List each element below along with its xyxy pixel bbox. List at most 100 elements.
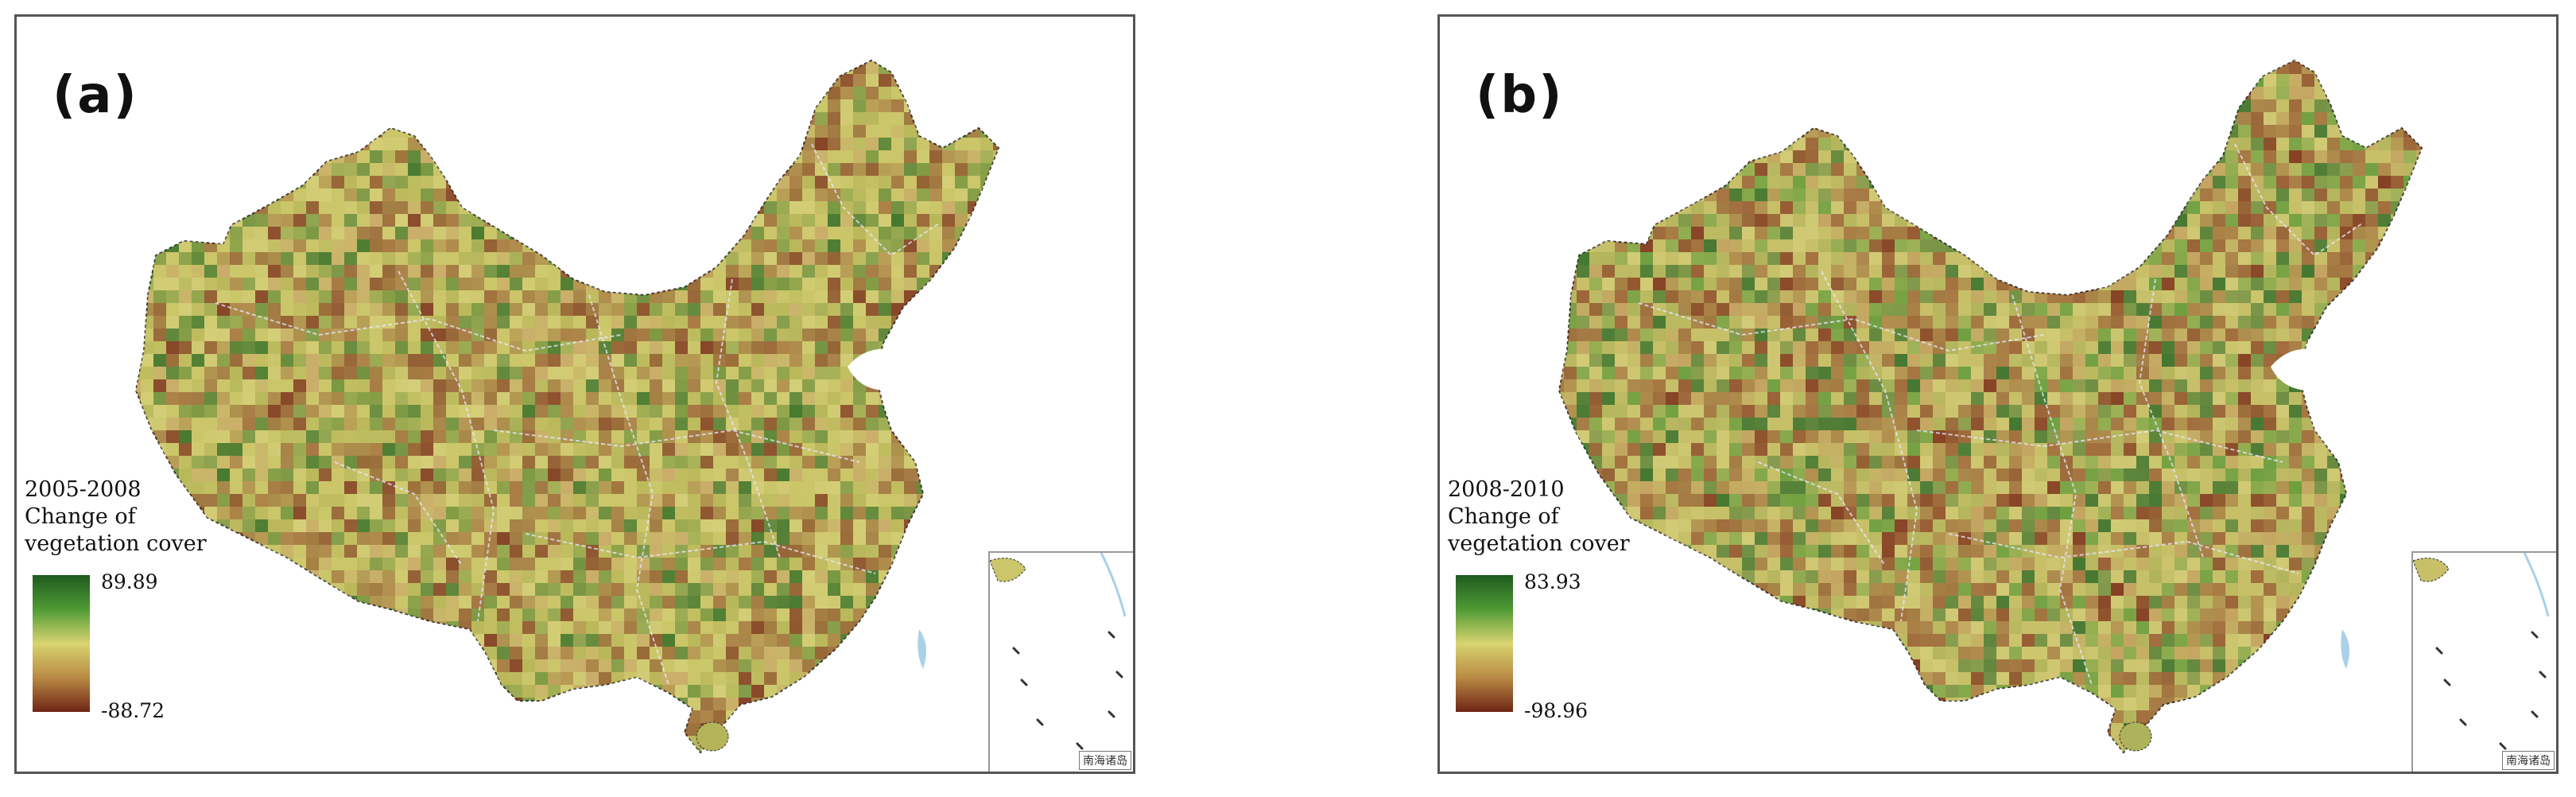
map-pixel [522,60,535,61]
map-pixel [700,354,713,367]
map-pixel [510,558,522,570]
map-pixel [1767,189,1780,201]
map-pixel [204,61,217,74]
map-pixel [421,558,433,570]
map-pixel [764,723,777,736]
map-pixel [2378,125,2391,138]
map-pixel [2098,201,2111,214]
map-pixel [1996,61,2009,74]
map-pixel [2136,60,2149,61]
map-pixel [662,443,675,456]
map-pixel [739,354,751,367]
map-pixel [141,736,153,748]
map-pixel [255,150,268,163]
map-pixel [917,60,929,61]
map-pixel [306,265,319,278]
map-pixel [1577,60,1589,61]
map-pixel [942,278,955,290]
map-pixel [751,748,764,752]
map-pixel [2416,163,2422,176]
map-pixel [688,583,700,596]
map-pixel [713,379,726,392]
map-pixel [955,468,968,481]
map-pixel [700,532,713,545]
map-pixel [840,99,853,112]
map-pixel [802,99,815,112]
map-pixel [332,125,344,138]
map-pixel [141,723,153,736]
map-pixel [828,647,840,659]
map-pixel [370,316,382,329]
map-pixel [2009,201,2022,214]
map-pixel [497,392,510,405]
map-pixel [2327,61,2340,74]
map-pixel [1996,87,2009,99]
map-pixel [2391,125,2403,138]
map-pixel [739,379,751,392]
map-pixel [319,596,332,608]
map-pixel [242,723,255,736]
map-pixel [2302,214,2314,227]
map-pixel [192,74,204,87]
map-pixel [497,227,510,239]
map-pixel [2098,60,2111,61]
map-pixel [2289,60,2302,61]
map-pixel [179,201,192,214]
map-pixel [255,125,268,138]
map-pixel [637,405,650,418]
map-pixel [497,748,510,752]
map-pixel [662,608,675,621]
map-pixel [306,647,319,659]
map-pixel [840,74,853,87]
map-pixel [2365,125,2378,138]
map-pixel [662,519,675,532]
map-pixel [217,150,230,163]
map-pixel [395,608,408,621]
map-pixel [2149,163,2162,176]
map-pixel [968,558,980,570]
map-pixel [611,710,624,723]
map-pixel [891,647,904,659]
map-pixel [293,214,306,227]
map-pixel [879,596,891,608]
map-pixel [828,723,840,736]
map-pixel [1780,176,1793,189]
map-pixel [332,647,344,659]
map-pixel [1907,201,1920,214]
map-pixel [1996,189,2009,201]
map-pixel [382,634,395,647]
map-pixel [1615,150,1627,163]
map-pixel [777,443,789,456]
map-panel-a: (a) 2005-2008 Change of vegetation cover… [14,14,1135,774]
map-pixel [510,61,522,74]
map-pixel [141,647,153,659]
map-pixel [408,138,421,150]
map-pixel [662,481,675,494]
map-pixel [662,201,675,214]
map-pixel [2162,163,2174,176]
map-pixel [968,608,980,621]
map-pixel [586,430,599,443]
map-pixel [484,532,497,545]
map-pixel [802,61,815,74]
map-pixel [942,545,955,558]
map-pixel [2047,138,2060,150]
map-pixel [980,138,993,150]
map-pixel [2213,201,2225,214]
map-pixel [637,61,650,74]
map-pixel [510,430,522,443]
map-pixel [1729,99,1742,112]
map-pixel [1996,214,2009,227]
map-pixel [573,761,586,772]
map-pixel [637,150,650,163]
map-pixel [2403,60,2416,61]
map-pixel [179,468,192,481]
map-pixel [789,507,802,519]
map-pixel [395,290,408,303]
map-pixel [370,278,382,290]
map-pixel [968,214,980,227]
map-pixel [879,672,891,685]
map-pixel [599,583,611,596]
map-pixel [319,621,332,634]
map-pixel [1920,112,1933,125]
